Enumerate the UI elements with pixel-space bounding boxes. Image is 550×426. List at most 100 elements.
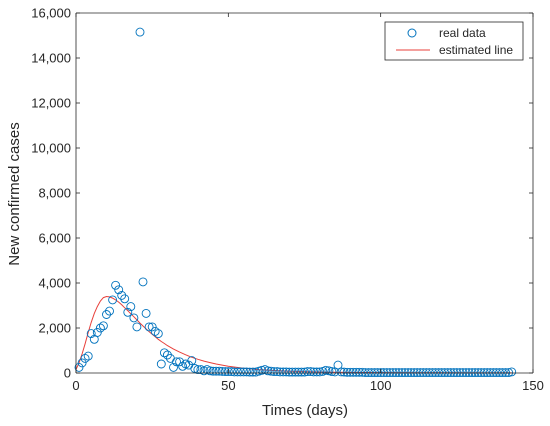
legend-label-real-data: real data (439, 26, 486, 40)
data-point (284, 367, 294, 377)
legend-label-estimated-line: estimated line (439, 43, 513, 57)
data-point (187, 356, 197, 366)
data-point (162, 350, 172, 360)
data-point (263, 366, 273, 376)
data-point (245, 367, 255, 377)
y-axis-label: New confirmed cases (6, 122, 23, 265)
data-point (287, 367, 297, 377)
data-point (275, 367, 285, 377)
data-point (80, 353, 90, 363)
data-point (95, 323, 105, 333)
plot-background (76, 13, 533, 373)
data-point (129, 313, 139, 323)
data-point (156, 359, 166, 369)
data-point (226, 367, 236, 377)
data-point (351, 367, 361, 377)
y-tick-label: 10,000 (31, 141, 71, 156)
data-point (223, 367, 233, 377)
data-point (266, 366, 276, 376)
data-point (178, 361, 188, 371)
data-point (315, 367, 325, 377)
data-point (120, 294, 130, 304)
data-point (342, 367, 352, 377)
data-point (205, 366, 215, 376)
data-point (239, 367, 249, 377)
y-tick-label: 12,000 (31, 96, 71, 111)
data-point (242, 367, 252, 377)
data-point (248, 367, 258, 377)
data-point (83, 351, 93, 361)
data-point (135, 27, 145, 37)
x-tick-label: 0 (72, 378, 79, 393)
data-point (306, 367, 316, 377)
data-point (233, 367, 242, 377)
data-point (217, 366, 227, 376)
data-point (214, 366, 224, 376)
estimated-line-series (75, 295, 512, 374)
legend: real data estimated line (384, 21, 524, 61)
y-tick-label: 16,000 (31, 6, 71, 21)
data-point (321, 365, 331, 375)
x-tick-label: 100 (370, 378, 392, 393)
x-axis-label: Times (days) (262, 402, 348, 419)
data-point (269, 367, 279, 377)
y-tick-label: 14,000 (31, 51, 71, 66)
data-point (138, 277, 148, 287)
data-point (257, 365, 267, 375)
data-point (357, 367, 367, 377)
data-point (345, 367, 355, 377)
x-tick-label: 150 (522, 378, 544, 393)
legend-marker-real-data (407, 28, 417, 38)
data-point (175, 357, 185, 367)
data-point (86, 329, 96, 339)
data-point (172, 357, 181, 367)
data-point (348, 367, 358, 377)
data-point (105, 306, 114, 316)
data-point (117, 290, 127, 300)
data-point (339, 367, 349, 377)
data-point (229, 367, 239, 377)
data-point (169, 362, 178, 372)
data-point (281, 367, 291, 377)
data-point (507, 367, 517, 377)
y-tick-label: 4,000 (38, 276, 71, 291)
y-tick-label: 2,000 (38, 321, 71, 336)
data-point (297, 367, 306, 377)
data-point (132, 322, 142, 332)
data-point (312, 367, 322, 377)
data-point (208, 366, 218, 376)
y-tick-label: 6,000 (38, 231, 71, 246)
data-point (147, 322, 157, 332)
data-point (114, 285, 124, 295)
axes-layer: 0 50 100 150 0 2,000 4,000 6,000 8,000 10,000 12,0… (31, 6, 544, 394)
data-point (290, 367, 300, 377)
data-point (220, 367, 230, 377)
data-point (303, 367, 312, 377)
data-point (98, 321, 108, 331)
data-point (141, 308, 151, 318)
data-point (211, 366, 221, 376)
data-point (144, 322, 154, 332)
data-point (293, 367, 303, 377)
data-point (336, 367, 346, 377)
y-tick-label: 0 (64, 366, 71, 381)
data-point (236, 367, 245, 377)
data-point (159, 348, 169, 358)
legend-box (384, 21, 524, 61)
data-point (354, 367, 364, 377)
data-point (272, 367, 282, 377)
data-point (278, 367, 288, 377)
y-tick-label: 8,000 (38, 186, 71, 201)
data-point (193, 365, 203, 375)
data-point (126, 302, 136, 312)
data-point (309, 367, 319, 377)
x-tick-label: 50 (221, 378, 235, 393)
data-point (111, 280, 121, 290)
data-point (153, 329, 163, 339)
data-point (102, 310, 111, 319)
data-point (327, 367, 337, 377)
data-point (150, 326, 160, 336)
data-point (300, 367, 309, 377)
data-point (92, 328, 102, 337)
